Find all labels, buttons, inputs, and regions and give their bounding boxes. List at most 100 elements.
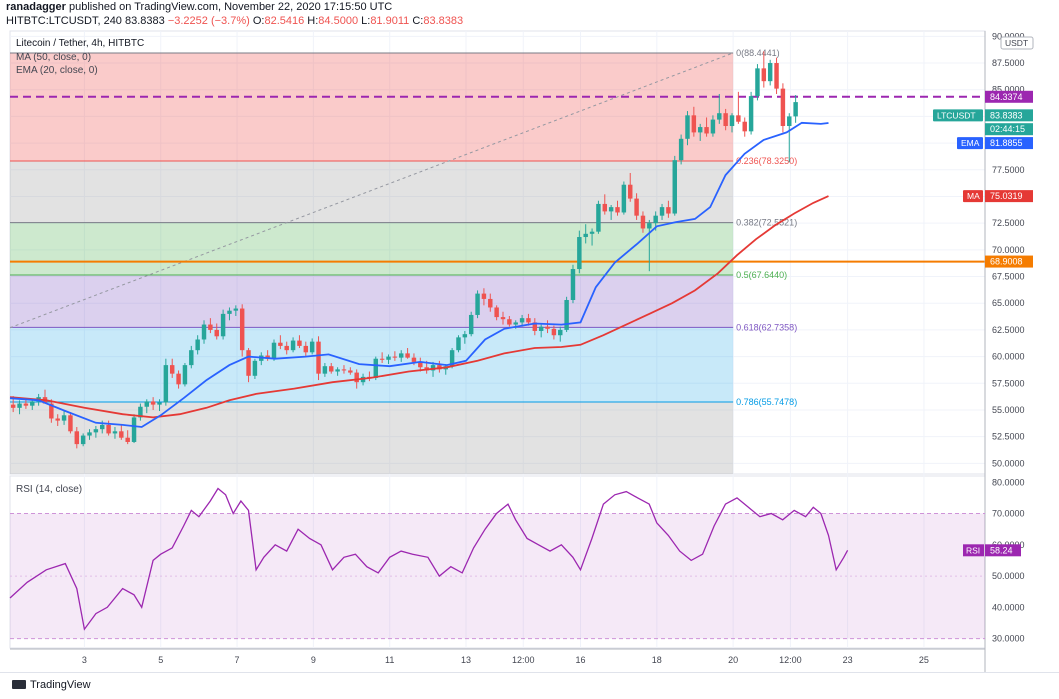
candle-body	[112, 431, 118, 434]
time-tick-label: 11	[385, 655, 394, 665]
fib-zone	[10, 52, 734, 161]
time-tick-label: 9	[311, 655, 316, 665]
candle-body	[774, 63, 779, 89]
candle-body	[723, 113, 728, 127]
candle-body	[507, 319, 512, 325]
low-label: L:	[361, 15, 371, 27]
candle-body	[545, 326, 550, 329]
candle-body	[392, 356, 398, 358]
candle-body	[755, 68, 760, 97]
candle-body	[303, 345, 309, 353]
tradingview-logo[interactable]: TradingView	[12, 679, 91, 691]
candle-body	[608, 207, 614, 212]
candle-body	[729, 115, 735, 127]
fib-level-label: 0.618(62.7358)	[736, 322, 797, 332]
candle-body	[767, 63, 773, 82]
candle-body	[239, 308, 245, 351]
candle-body	[628, 184, 633, 199]
candle-body	[208, 324, 213, 330]
published-text: published on TradingView.com, November 2…	[65, 1, 393, 13]
candle-body	[386, 356, 391, 360]
candle-body	[691, 115, 697, 133]
candle-body	[80, 435, 86, 445]
high-value: 84.5000	[318, 15, 359, 27]
candle-body	[685, 115, 690, 139]
candle-body	[659, 207, 665, 216]
candle-body	[163, 365, 169, 403]
candle-body	[144, 401, 149, 407]
candle-body	[577, 237, 582, 270]
price-tick-label: 67.5000	[992, 272, 1025, 282]
candle-body	[780, 88, 786, 127]
price-tick-label: 57.5000	[992, 378, 1025, 388]
chart-title: Litecoin / Tether, 4h, HITBTC	[16, 38, 144, 49]
candle-body	[787, 116, 792, 127]
candle-body	[468, 314, 474, 335]
candle-body	[570, 269, 576, 301]
candle-body	[672, 160, 677, 214]
candle-body	[169, 365, 175, 374]
candle-body	[195, 339, 200, 351]
price-tick-label: 50.0000	[992, 458, 1025, 468]
rsi-tick-label: 80.0000	[992, 477, 1025, 487]
candle-body	[354, 372, 359, 383]
candle-body	[697, 127, 703, 133]
rsi-value: 58.24	[990, 545, 1013, 555]
fib-zone	[10, 274, 734, 328]
candle-body	[138, 406, 143, 418]
candle-body	[220, 313, 226, 337]
candle-body	[513, 322, 518, 325]
candle-body	[335, 369, 340, 372]
main-pane	[9, 30, 986, 475]
candle-body	[252, 360, 258, 376]
price-tag-name-box	[957, 137, 983, 150]
candle-body	[405, 353, 410, 358]
candle-body	[717, 113, 722, 120]
price-tag-name: EMA	[961, 138, 980, 148]
high-label: H:	[307, 15, 319, 27]
candle-body	[348, 370, 353, 373]
candle-body	[17, 403, 22, 408]
candle-body	[329, 366, 334, 372]
price-tick-label: 52.5000	[992, 432, 1025, 442]
price-label-box	[985, 123, 1033, 136]
price-tick-label: 85.0000	[992, 85, 1025, 95]
candle-body	[150, 401, 156, 405]
candle-body	[551, 328, 557, 336]
price-tag-name: LTCUSDT	[937, 110, 976, 120]
chart-canvas[interactable]: 0(88.4441) 0.236(78.3250) 0.382(72.5521) 0.…	[0, 0, 1059, 672]
candle-body	[290, 340, 296, 351]
price-label: 68.9008	[990, 257, 1023, 267]
candle-body	[704, 127, 709, 134]
price-tick-label: 77.5000	[992, 165, 1025, 175]
candle-body	[278, 342, 283, 346]
candle-body	[678, 138, 684, 161]
currency-label: USDT	[1005, 38, 1028, 48]
candle-body	[341, 369, 347, 371]
rsi-tick-label: 50.0000	[992, 571, 1025, 581]
price-tag-value-box	[985, 190, 1033, 203]
candle-body	[456, 337, 461, 351]
header-bar: ranadagger published on TradingView.com,…	[0, 0, 1059, 30]
publisher-line: ranadagger published on TradingView.com,…	[6, 1, 392, 14]
time-tick-label: 18	[652, 655, 662, 665]
rsi-tick-label: 40.0000	[992, 602, 1025, 612]
candle-body	[100, 424, 105, 430]
candle-body	[411, 357, 417, 362]
time-tick-label: 3	[82, 655, 87, 665]
candle-body	[61, 415, 67, 421]
price-tag-name: MA	[967, 191, 980, 201]
candle-body	[265, 355, 270, 359]
price-tick-label: 90.0000	[992, 31, 1025, 41]
close-label: C:	[412, 15, 424, 27]
candle-body	[596, 203, 601, 232]
candle-body	[475, 293, 480, 315]
ma-legend: MA (50, close, 0)	[16, 52, 91, 63]
ohlc-line: HITBTC:LTCUSDT, 240 83.8383 −3.2252 (−3.…	[6, 15, 463, 28]
candle-body	[93, 429, 99, 433]
open-label: O:	[252, 15, 265, 27]
rsi-tick-label: 30.0000	[992, 634, 1025, 644]
candle-body	[10, 404, 16, 408]
candle-body	[246, 350, 251, 376]
publisher-name[interactable]: ranadagger	[6, 1, 66, 13]
